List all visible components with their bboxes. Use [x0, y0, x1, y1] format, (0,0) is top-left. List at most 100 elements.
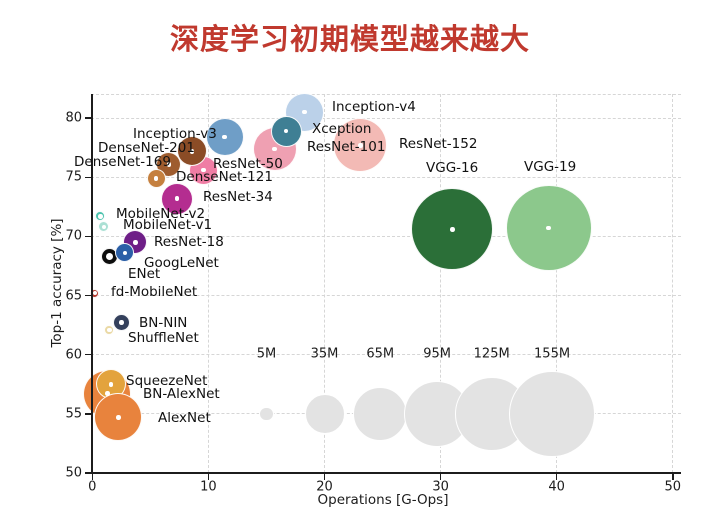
legend-label-125m: 125M	[473, 346, 510, 362]
x-tick-30	[439, 474, 442, 480]
model-label-googlenet: GoogLeNet	[144, 255, 219, 271]
model-label-densenet-169: DenseNet-169	[74, 154, 171, 170]
model-label-densenet-121: DenseNet-121	[176, 169, 273, 185]
model-label-resnet-18: ResNet-18	[154, 234, 224, 250]
gridline-y-65	[91, 295, 681, 297]
x-tick-50	[672, 474, 674, 480]
y-tick-label-80: 80	[65, 110, 82, 126]
bubble-center-dot-densenet-169	[166, 161, 172, 167]
legend-bubble-5m	[259, 406, 274, 422]
x-tick-label-50: 50	[664, 479, 682, 495]
y-tick-75	[85, 176, 91, 178]
model-label-inception-v3: Inception-v3	[133, 126, 217, 142]
y-tick-70	[85, 235, 91, 238]
legend-bubble-35m	[304, 393, 345, 434]
y-tick-label-70: 70	[65, 228, 82, 244]
model-label-resnet-50: ResNet-50	[213, 156, 283, 172]
legend-label-35m: 35M	[310, 346, 339, 362]
bubble-center-dot-bn-alexnet	[105, 391, 110, 397]
chart-title: 深度学习初期模型越来越大	[169, 22, 531, 56]
model-label-inception-v4: Inception-v4	[332, 99, 416, 115]
x-tick-label-40: 40	[548, 479, 565, 495]
y-tick-65	[85, 294, 91, 297]
model-label-densenet-201: DenseNet-201	[98, 140, 195, 156]
y-tick-60	[85, 353, 91, 356]
legend-label-155m: 155M	[534, 346, 571, 362]
x-tick-10	[207, 474, 210, 480]
x-tick-label-30: 30	[432, 479, 449, 495]
model-label-resnet-152: ResNet-152	[399, 136, 478, 152]
y-tick-80	[85, 117, 91, 119]
y-tick-label-65: 65	[65, 288, 82, 304]
gridline-y-80	[91, 117, 681, 119]
bubble-center-dot-alexnet	[116, 415, 121, 420]
bubble-center-dot-vgg-16	[449, 227, 455, 232]
bubble-center-dot-densenet-121	[153, 176, 159, 181]
x-tick-40	[555, 474, 558, 480]
x-tick-20	[323, 474, 326, 480]
bubble-center-dot-enet	[106, 253, 114, 260]
y-tick-50	[85, 472, 91, 474]
bubble-center-dot-bn-nin	[119, 320, 124, 326]
model-label-mobilenet-v2: MobileNet-v2	[116, 206, 206, 222]
model-label-mobilenet-v1: MobileNet-v1	[123, 217, 213, 233]
bubble-inception-v3	[205, 118, 244, 157]
bubble-center-dot-mobilenet-v2	[98, 213, 103, 219]
gridline-y-75	[91, 176, 681, 178]
model-label-bn-alexnet: BN-AlexNet	[143, 386, 220, 402]
bubble-center-dot-resnet-18	[132, 240, 138, 245]
y-tick-55	[85, 413, 91, 415]
bubble-center-dot-xception	[283, 128, 289, 134]
gridline-x-50	[672, 94, 674, 473]
bubble-center-dot-inception-v4	[302, 109, 308, 115]
model-label-shufflenet: ShuffleNet	[128, 330, 199, 346]
gridline-y-70	[91, 235, 681, 237]
y-tick-label-60: 60	[65, 347, 82, 363]
y-tick-label-50: 50	[65, 465, 82, 481]
y-axis-title: Top-1 accuracy [%]	[49, 218, 65, 348]
y-axis-line	[90, 94, 93, 474]
bubble-center-dot-fd-mobilenet	[92, 290, 98, 296]
model-label-xception: Xception	[312, 121, 372, 137]
bubble-center-dot-mobilenet-v1	[101, 224, 107, 230]
x-axis-title: Operations [G-Ops]	[317, 492, 449, 508]
y-tick-label-55: 55	[65, 406, 82, 422]
legend-label-95m: 95M	[423, 346, 451, 362]
gridline-x-10	[207, 94, 209, 473]
legend-bubble-65m	[353, 386, 408, 441]
legend-label-5m: 5M	[256, 346, 277, 362]
bubble-center-dot-squeezenet	[108, 381, 114, 387]
legend-label-65m: 65M	[366, 346, 395, 362]
gridline-x-40	[556, 94, 558, 473]
x-tick-label-10: 10	[200, 479, 217, 495]
model-label-vgg-19: VGG-19	[524, 159, 577, 175]
model-label-enet: ENet	[128, 266, 161, 282]
x-axis-line	[89, 472, 681, 475]
gridline-y-60	[91, 354, 681, 356]
model-label-alexnet: AlexNet	[158, 410, 211, 426]
gridline-x-30	[440, 94, 442, 473]
bubble-center-dot-googlenet	[122, 250, 128, 256]
bubble-center-dot-vgg-19	[546, 225, 551, 231]
bubble-center-dot-shufflenet	[106, 327, 112, 333]
bubble-center-dot-inception-v3	[222, 134, 227, 140]
gridline-x-20	[324, 94, 325, 473]
bubble-center-dot-resnet-34	[174, 196, 180, 201]
model-label-vgg-16: VGG-16	[426, 160, 479, 176]
model-label-resnet-101: ResNet-101	[307, 139, 386, 155]
x-tick-label-20: 20	[316, 479, 333, 495]
model-label-bn-nin: BN-NIN	[139, 315, 188, 331]
y-tick-label-75: 75	[65, 169, 82, 185]
model-label-fd-mobilenet: fd-MobileNet	[111, 284, 198, 300]
bubble-center-dot-densenet-201	[189, 148, 195, 154]
model-label-squeezenet: SqueezeNet	[126, 373, 208, 389]
bubble-center-dot-resnet-50	[201, 167, 207, 173]
bubble-center-dot-resnet-152	[358, 143, 363, 148]
legend-bubble-155m	[509, 371, 595, 457]
gridline-y-82	[91, 93, 681, 95]
x-tick-label-0: 0	[88, 479, 97, 495]
bubble-center-dot-resnet-101	[272, 146, 277, 152]
model-label-resnet-34: ResNet-34	[203, 189, 273, 205]
